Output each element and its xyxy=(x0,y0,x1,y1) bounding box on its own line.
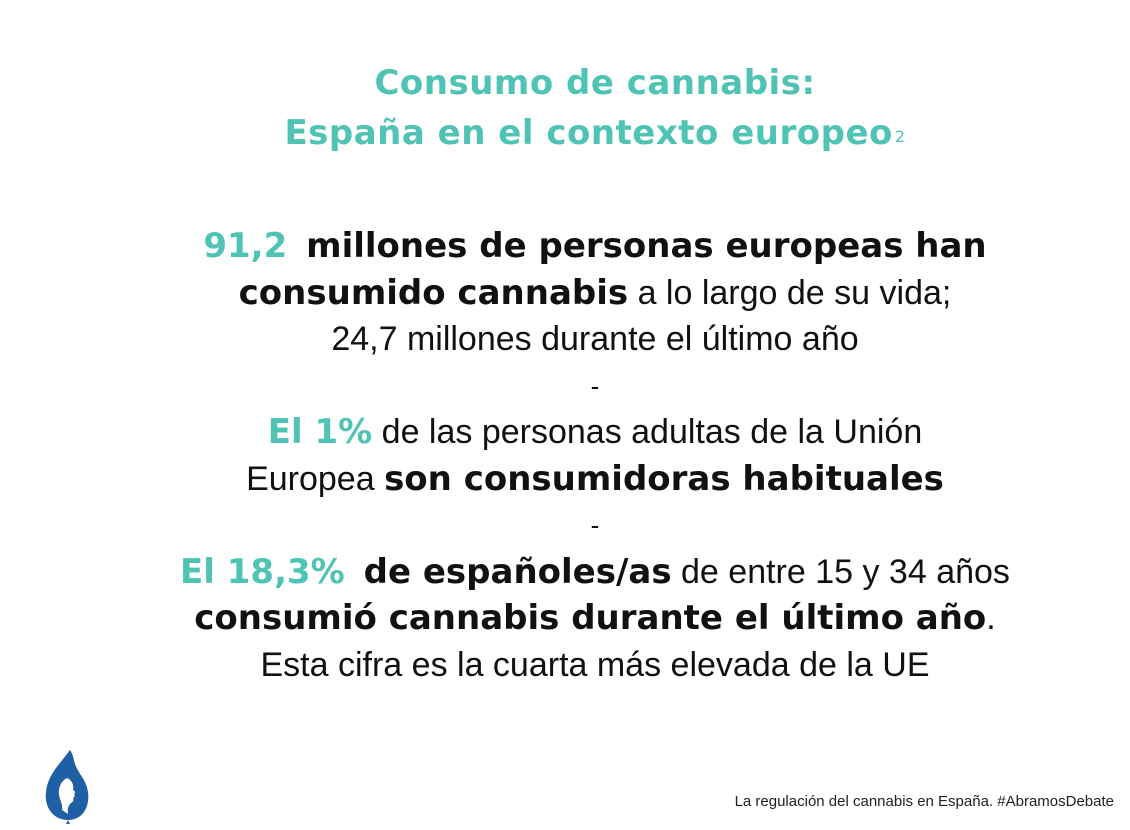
stat-3-highlight: El 18,3% xyxy=(180,551,345,592)
stat-3-bold-b: consumió cannabis durante el último año xyxy=(194,598,987,638)
stat-2-text-b: Europea xyxy=(246,459,375,498)
title-line-2: España en el contexto europeo 2 xyxy=(0,108,1130,158)
title-line-2-text: España en el contexto europeo xyxy=(284,113,893,153)
stat-1-line-1: 91,2 millones de personas europeas han xyxy=(0,223,1130,270)
stat-1-bold-a: millones de personas europeas han xyxy=(306,226,987,266)
footnote-mark: 2 xyxy=(894,127,906,146)
stat-3-period: . xyxy=(986,599,996,637)
stat-3-line-1: El 18,3% de españoles/as de entre 15 y 3… xyxy=(0,549,1130,596)
stat-3-bold-a: de españoles/as xyxy=(363,551,672,592)
separator-2: - xyxy=(590,510,600,540)
stat-1-highlight: 91,2 xyxy=(203,226,288,266)
stat-3-text-a: de entre 15 y 34 años xyxy=(681,552,1010,591)
stat-1-tail: a lo largo de su vida; xyxy=(637,273,952,312)
stat-2-line-2: Europea son consumidoras habituales xyxy=(0,456,1130,503)
stat-2-highlight: El 1% xyxy=(267,412,373,452)
stat-2-bold: son consumidoras habituales xyxy=(384,458,944,499)
stat-3-line-2: consumió cannabis durante el último año. xyxy=(0,595,1130,642)
stat-1-line-3: 24,7 millones durante el último año xyxy=(331,320,859,358)
stats-block: 91,2 millones de personas europeas han c… xyxy=(0,223,1130,688)
stat-2-line-1: El 1% de las personas adultas de la Unió… xyxy=(0,409,1130,456)
stat-1-bold-b: consumido cannabis xyxy=(238,272,629,313)
footer-text: La regulación del cannabis en España. #A… xyxy=(734,793,1114,810)
title-line-1: Consumo de cannabis: xyxy=(374,63,816,103)
stat-1-line-2: consumido cannabis a lo largo de su vida… xyxy=(0,270,1130,317)
separator-1: - xyxy=(590,370,600,401)
stat-2-text-a: de las personas adultas de la Unión xyxy=(381,413,923,451)
page-title: Consumo de cannabis: España en el contex… xyxy=(0,58,1130,158)
stat-3-line-3: Esta cifra es la cuarta más elevada de l… xyxy=(260,645,930,684)
leaf-head-logo-icon xyxy=(45,750,89,824)
